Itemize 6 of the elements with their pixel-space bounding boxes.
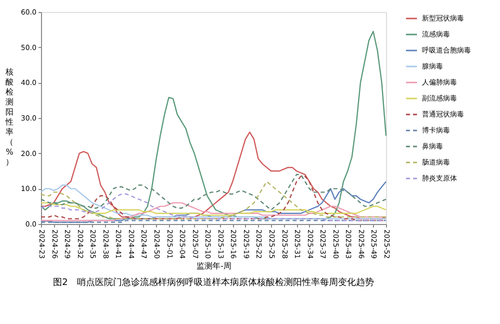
line-series [40,193,387,222]
x-axis-title: 监测年-周 [196,262,232,271]
text: 核酸检测阳性率（%） [6,68,14,166]
line-series [40,202,387,216]
line-series [40,174,387,210]
caption: 图2 哨点医院门急诊流感样病例呼吸道样本病原体核酸检测阳性率每周变化趋势 [53,277,374,288]
